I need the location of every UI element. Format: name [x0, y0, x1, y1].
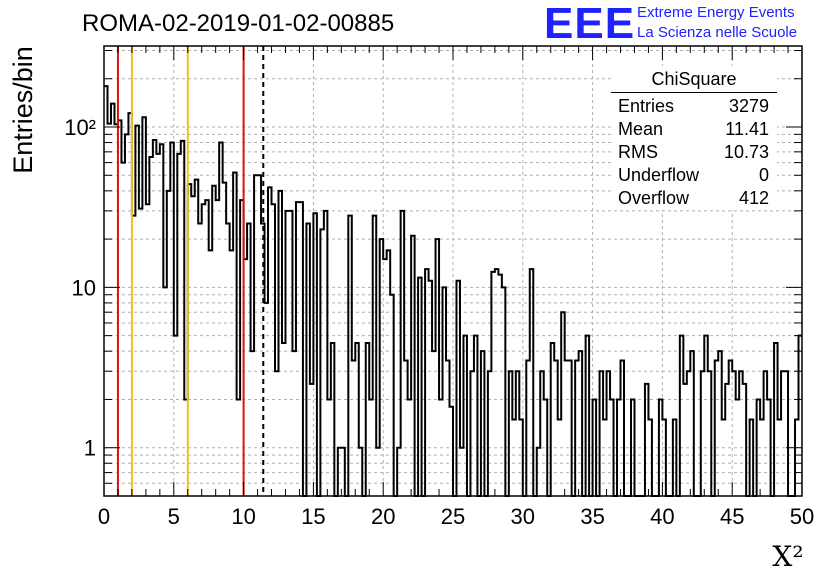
histogram-bin [603, 419, 606, 496]
x-tick-label: 5 [168, 504, 180, 529]
histogram-bin [432, 351, 435, 496]
x-tick-label: 20 [371, 504, 395, 529]
y-axis-label: Entries/bin [8, 46, 38, 174]
histogram-outline [104, 85, 802, 497]
y-tick-labels: 1 10 10² [64, 115, 96, 461]
logo-subtitle-1: Extreme Energy Events [637, 4, 795, 21]
histogram-bin [292, 351, 295, 496]
stats-row-entries: Entries 3279 [611, 95, 777, 118]
stats-value: 0 [758, 165, 769, 185]
histogram-bin [565, 360, 568, 496]
stats-row-rms: RMS 10.73 [611, 141, 777, 164]
run-title: ROMA-02-2019-01-02-00885 [82, 10, 395, 37]
histogram-bin [683, 384, 686, 496]
histogram-bin [202, 204, 205, 496]
histogram-bin [687, 371, 690, 496]
histogram-bin [149, 157, 152, 496]
y-tick-label: 10 [72, 275, 96, 300]
stats-title: ChiSquare [611, 66, 777, 93]
histogram-bin [558, 419, 561, 496]
histogram-bin [216, 200, 219, 496]
stats-label: Entries [618, 96, 675, 116]
x-tick-labels: 0 5 10 15 20 25 30 35 40 45 50 [98, 504, 814, 529]
x-tick-label: 25 [441, 504, 465, 529]
histogram-bin [778, 419, 781, 496]
x-tick-label: 15 [301, 504, 325, 529]
stats-value: 412 [738, 188, 769, 208]
stats-row-mean: Mean 11.41 [611, 118, 777, 141]
histogram-bin [156, 154, 159, 496]
histogram-bin [174, 336, 177, 496]
histogram-bin [209, 250, 212, 496]
histogram-bin [191, 196, 194, 496]
stats-label: Underflow [618, 165, 700, 185]
histogram-bin [310, 384, 313, 496]
histogram-bin [722, 419, 725, 496]
axes [103, 45, 803, 497]
histogram-bin [139, 209, 142, 496]
eee-logo: EEE [544, 0, 636, 48]
y-tick-label: 10² [64, 115, 96, 140]
histogram-bin [121, 163, 124, 496]
reference-lines [116, 46, 265, 496]
stats-value: 11.41 [725, 119, 769, 139]
stats-value: 3279 [728, 96, 769, 116]
logo-subtitle-2: La Scienza nelle Scuole [637, 24, 798, 41]
stats-row-overflow: Overflow 412 [611, 187, 777, 210]
histogram-bin [125, 134, 128, 496]
y-tick-label: 1 [84, 436, 96, 461]
x-tick-label: 40 [650, 504, 674, 529]
histogram-bars [104, 85, 802, 497]
x-tick-label: 50 [790, 504, 814, 529]
x-tick-label: 45 [720, 504, 744, 529]
stats-box: ChiSquare Entries 3279 Mean 11.41 RMS 10… [611, 66, 777, 210]
x-axis-label: X² [772, 540, 803, 572]
x-tick-label: 0 [98, 504, 110, 529]
x-tick-label: 10 [231, 504, 255, 529]
histogram-bin [107, 124, 110, 496]
stats-label: Overflow [618, 188, 690, 208]
stats-value: 10.73 [723, 142, 769, 162]
x-tick-label: 35 [580, 504, 604, 529]
histogram-bin [195, 180, 198, 496]
histogram-bin [223, 183, 226, 496]
histogram-bin [163, 287, 166, 496]
stats-label: Mean [618, 119, 664, 139]
histogram-bin [352, 360, 355, 496]
histogram-bin [760, 419, 763, 496]
histogram-bin [275, 371, 278, 496]
x-tick-label: 30 [511, 504, 535, 529]
stats-row-underflow: Underflow 0 [611, 164, 777, 187]
histogram-bin [512, 419, 515, 496]
histogram-bin [146, 204, 149, 496]
stats-label: RMS [618, 142, 658, 162]
histogram-bin [153, 140, 156, 496]
histogram-bin [251, 351, 254, 496]
